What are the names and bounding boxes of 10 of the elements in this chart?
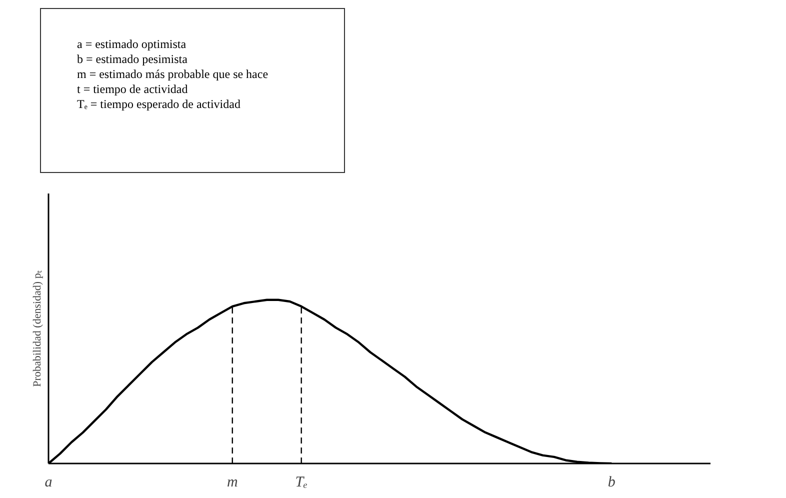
text: m = estimado más probable que se hace — [77, 67, 270, 82]
x-tick-label: Tₑ — [295, 474, 308, 490]
x-tick-label: m — [226, 474, 238, 490]
text: b = estimado pesimista — [77, 52, 188, 67]
y-axis-title: Probabilidad (densidad) pₜ — [32, 270, 44, 387]
text: a = estimado optimista — [77, 37, 188, 52]
x-tick-label: b — [608, 474, 616, 490]
text: t = tiempo de actividad — [77, 82, 189, 97]
x-tick-label: a — [44, 474, 52, 490]
text: Tₑ = tiempo esperado de actividad — [77, 97, 242, 112]
